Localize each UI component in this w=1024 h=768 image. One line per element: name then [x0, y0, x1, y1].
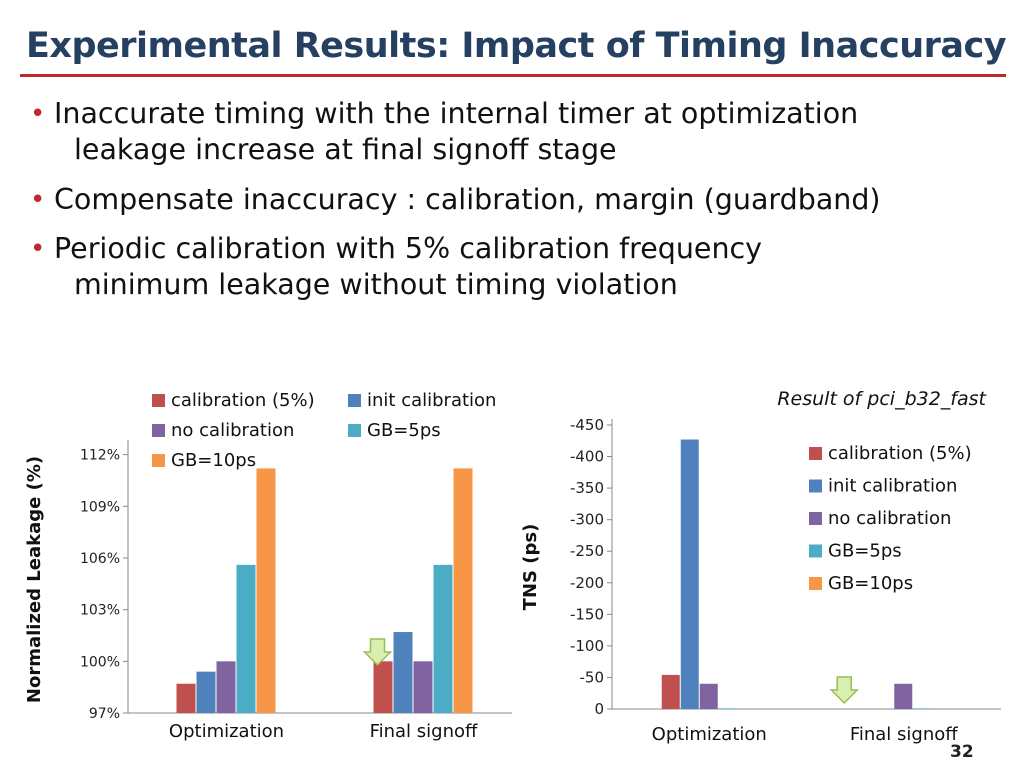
bar-gb-10ps-final-signoff: [453, 468, 473, 713]
y-tick-label: -300: [570, 511, 604, 529]
bar-no-calibration-optimization: [216, 661, 236, 713]
bullet-dot-icon: •: [30, 185, 46, 215]
legend-swatch-init-calibration: [348, 394, 361, 407]
legend-label: GB=5ps: [828, 541, 902, 562]
slide-title: Experimental Results: Impact of Timing I…: [26, 26, 1007, 66]
legend-label: GB=10ps: [171, 450, 256, 471]
legend-label: calibration (5%): [828, 443, 972, 464]
bar-calibration-5-optimization: [661, 674, 680, 709]
y-tick-label: -250: [570, 542, 604, 560]
bar-gb-5ps-final-signoff: [913, 708, 932, 709]
legend-label: init calibration: [367, 390, 496, 411]
legend-label: GB=5ps: [367, 420, 441, 441]
legend-swatch-calibration-5: [809, 447, 822, 460]
down-arrow-icon: [362, 638, 393, 667]
chart-title: Result of pci_b32_fast: [777, 388, 987, 410]
bullet-1-line1: Inaccurate timing with the internal time…: [54, 97, 859, 130]
legend-swatch-init-calibration: [809, 479, 822, 493]
y-tick-label: 112%: [80, 448, 120, 464]
y-tick-label: -450: [570, 416, 604, 434]
y-tick-label: -50: [580, 668, 605, 686]
title-underline: [20, 74, 1006, 77]
y-tick-label: -150: [570, 605, 604, 623]
down-arrow-icon: [829, 676, 860, 705]
legend-label: GB=10ps: [828, 573, 913, 594]
x-category-label: Final signoff: [850, 724, 958, 745]
bullet-dot-icon: •: [30, 234, 46, 264]
y-tick-label: -200: [570, 574, 604, 592]
legend-swatch-gb-10ps: [809, 577, 822, 590]
bullet-3-line1: Periodic calibration with 5% calibration…: [54, 232, 763, 265]
y-axis-label: TNS (ps): [520, 524, 541, 611]
tns-chart: Result of pci_b32_fast TNS (ps) 0 -50 -100 -1…: [520, 388, 1001, 745]
bar-gb-5ps-optimization: [718, 708, 737, 709]
legend-swatch-gb-10ps: [152, 454, 165, 467]
y-tick-label: -100: [570, 637, 604, 655]
legend-label: init calibration: [828, 476, 957, 497]
bullet-2-line1: Compensate inaccuracy : calibration, mar…: [54, 183, 881, 216]
bullet-1: • Inaccurate timing with the internal ti…: [30, 96, 858, 168]
bar-calibration-5-optimization: [176, 683, 196, 713]
y-tick-label: 0: [594, 700, 604, 718]
bar-init-calibration-optimization: [196, 671, 216, 713]
x-category-label: Optimization: [169, 721, 284, 742]
y-tick-label: 106%: [80, 551, 120, 567]
x-category-label: Final signoff: [370, 721, 478, 742]
bullet-1-line2: leakage increase at final signoff stage: [74, 133, 617, 166]
legend-label: no calibration: [171, 420, 294, 441]
y-tick-label: 97%: [89, 706, 120, 722]
bar-no-calibration-optimization: [699, 683, 718, 709]
bullet-3: • Periodic calibration with 5% calibrati…: [30, 231, 762, 303]
y-tick-label: -350: [570, 479, 604, 497]
bullet-3-line2: minimum leakage without timing violation: [74, 268, 678, 301]
bar-gb-10ps-optimization: [256, 468, 276, 713]
bar-init-calibration-optimization: [680, 439, 699, 709]
leakage-chart: Normalized Leakage (%) 97% 100% 103% 106% 109…: [24, 390, 512, 742]
page-number: 32: [950, 742, 974, 762]
legend-swatch-gb-5ps: [809, 544, 822, 558]
legend-swatch-calibration-5: [152, 394, 165, 407]
y-tick-label: -400: [570, 448, 604, 466]
bar-gb-5ps-final-signoff: [433, 564, 453, 713]
legend-label: calibration (5%): [171, 390, 315, 411]
legend-label: no calibration: [828, 508, 951, 529]
bullet-2: • Compensate inaccuracy : calibration, m…: [30, 182, 881, 218]
bar-no-calibration-final-signoff: [413, 661, 433, 713]
bar-init-calibration-final-signoff: [393, 632, 413, 713]
y-tick-label: 100%: [80, 654, 120, 670]
legend-swatch-no-calibration: [152, 424, 165, 437]
legend-swatch-gb-5ps: [348, 424, 361, 437]
bar-no-calibration-final-signoff: [894, 683, 913, 709]
y-tick-label: 103%: [80, 603, 120, 619]
x-category-label: Optimization: [652, 724, 767, 745]
bar-calibration-5-final-signoff: [373, 661, 393, 713]
bar-gb-5ps-optimization: [236, 564, 256, 713]
legend-swatch-no-calibration: [809, 512, 822, 525]
y-axis-label: Normalized Leakage (%): [24, 456, 45, 703]
y-tick-label: 109%: [80, 499, 120, 515]
bullet-dot-icon: •: [30, 99, 46, 129]
